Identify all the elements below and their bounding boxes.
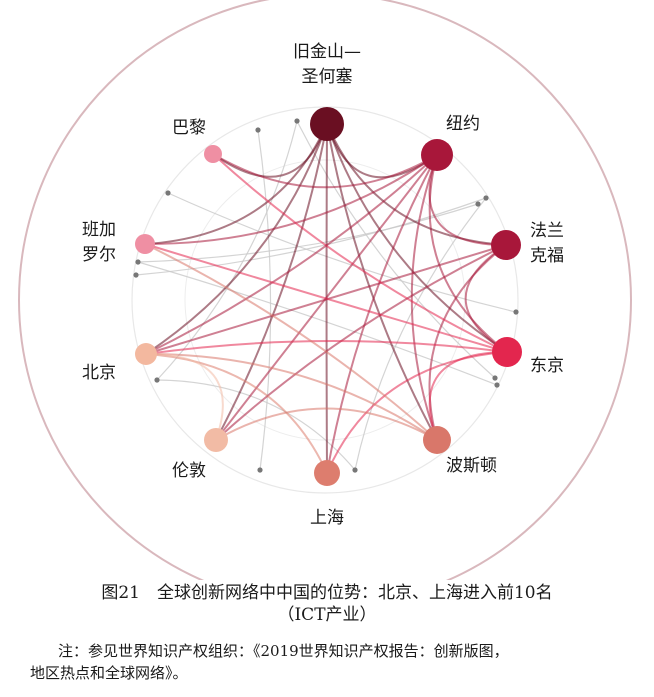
node-ny bbox=[421, 139, 453, 171]
node-tokyo bbox=[492, 337, 522, 367]
node-label-sf: 旧金山— 圣何塞 bbox=[293, 42, 361, 87]
node-label-tokyo: 东京 bbox=[530, 356, 564, 376]
minor-node bbox=[494, 382, 500, 388]
node-layer bbox=[135, 107, 522, 486]
minor-link bbox=[135, 197, 487, 276]
node-london bbox=[204, 428, 228, 452]
node-sh bbox=[314, 460, 340, 486]
node-label-line: 上海 bbox=[310, 508, 344, 528]
minor-link bbox=[296, 120, 496, 379]
node-label-ny: 纽约 bbox=[446, 114, 480, 134]
edge-boston-bj bbox=[145, 352, 438, 441]
node-label-line: 北京 bbox=[82, 363, 116, 383]
minor-node bbox=[257, 467, 263, 473]
minor-node bbox=[483, 195, 489, 201]
minor-link bbox=[354, 197, 487, 471]
node-label-bj: 北京 bbox=[82, 363, 116, 383]
edge-ny-ff bbox=[428, 154, 507, 246]
caption-line-2: （ICT产业） bbox=[277, 605, 377, 625]
minor-node bbox=[294, 118, 300, 124]
edge-ny-paris bbox=[212, 153, 438, 189]
edge-boston-london bbox=[215, 407, 438, 441]
minor-node bbox=[133, 272, 139, 278]
node-label-line: 班加 bbox=[82, 220, 116, 240]
node-label-paris: 巴黎 bbox=[172, 118, 206, 138]
edge-ff-boston bbox=[428, 244, 507, 441]
edge-tokyo-bj bbox=[145, 340, 508, 355]
node-label-line: 克福 bbox=[530, 246, 564, 266]
minor-node bbox=[492, 375, 498, 381]
minor-nodes bbox=[133, 118, 519, 473]
node-label-london: 伦敦 bbox=[172, 461, 206, 481]
note-line-2: 地区热点和全球网络》。 bbox=[30, 664, 188, 682]
node-label-line: 波斯顿 bbox=[446, 456, 497, 476]
edge-london-bj bbox=[145, 352, 224, 441]
edge-boston-blr bbox=[144, 243, 438, 441]
node-paris bbox=[204, 145, 222, 163]
node-bj bbox=[135, 343, 157, 365]
node-label-line: 法兰 bbox=[530, 221, 564, 241]
edge-ny-blr bbox=[144, 154, 438, 246]
node-label-boston: 波斯顿 bbox=[446, 456, 497, 476]
minor-node bbox=[475, 201, 481, 207]
edge-layer bbox=[144, 123, 508, 474]
edge-ny-tokyo bbox=[428, 154, 508, 353]
node-label-line: 巴黎 bbox=[172, 118, 206, 138]
node-label-line: 纽约 bbox=[446, 114, 480, 134]
caption-line-1: 图21 全球创新网络中中国的位势：北京、上海进入前10名 bbox=[101, 583, 553, 603]
minor-node bbox=[352, 467, 358, 473]
node-label-ff: 法兰克福 bbox=[530, 221, 564, 266]
node-ff bbox=[491, 230, 521, 260]
edge-ff-london bbox=[215, 244, 507, 441]
minor-link bbox=[257, 129, 272, 471]
node-blr bbox=[135, 234, 155, 254]
minor-node bbox=[513, 309, 519, 315]
node-label-line: 圣何塞 bbox=[302, 67, 353, 87]
inner-grid-ring-1 bbox=[131, 106, 519, 494]
node-boston bbox=[423, 426, 451, 454]
minor-link bbox=[167, 192, 517, 313]
minor-link bbox=[137, 261, 498, 386]
node-label-sh: 上海 bbox=[310, 508, 344, 528]
edge-tokyo-blr bbox=[144, 243, 508, 353]
edge-sh-bj bbox=[145, 353, 328, 474]
note-line-1: 注：参见世界知识产权组织：《2019世界知识产权报告：创新版图， bbox=[58, 642, 509, 660]
minor-node bbox=[165, 190, 171, 196]
edge-tokyo-paris bbox=[212, 153, 508, 353]
node-label-line: 罗尔 bbox=[82, 245, 116, 265]
edge-sf-tokyo bbox=[326, 123, 508, 353]
minor-link bbox=[156, 379, 356, 471]
edge-ny-boston bbox=[410, 154, 438, 441]
node-label-line: 旧金山— bbox=[293, 42, 361, 62]
node-sf bbox=[310, 107, 344, 141]
figure-caption: 图21 全球创新网络中中国的位势：北京、上海进入前10名 （ICT产业） bbox=[0, 582, 654, 626]
node-label-line: 东京 bbox=[530, 356, 564, 376]
minor-node bbox=[135, 259, 141, 265]
edge-ff-bj bbox=[145, 244, 507, 355]
edge-ny-bj bbox=[145, 154, 438, 355]
figure-note: 注：参见世界知识产权组织：《2019世界知识产权报告：创新版图， 地区热点和全球… bbox=[30, 640, 640, 684]
node-label-blr: 班加罗尔 bbox=[82, 220, 116, 265]
minor-node bbox=[154, 377, 160, 383]
minor-node bbox=[255, 127, 261, 133]
outer-ring bbox=[18, 0, 632, 580]
edge-sf-bj bbox=[145, 123, 328, 355]
edge-tokyo-sh bbox=[326, 351, 508, 474]
node-label-line: 伦敦 bbox=[172, 461, 206, 481]
edge-sf-paris bbox=[212, 123, 328, 178]
